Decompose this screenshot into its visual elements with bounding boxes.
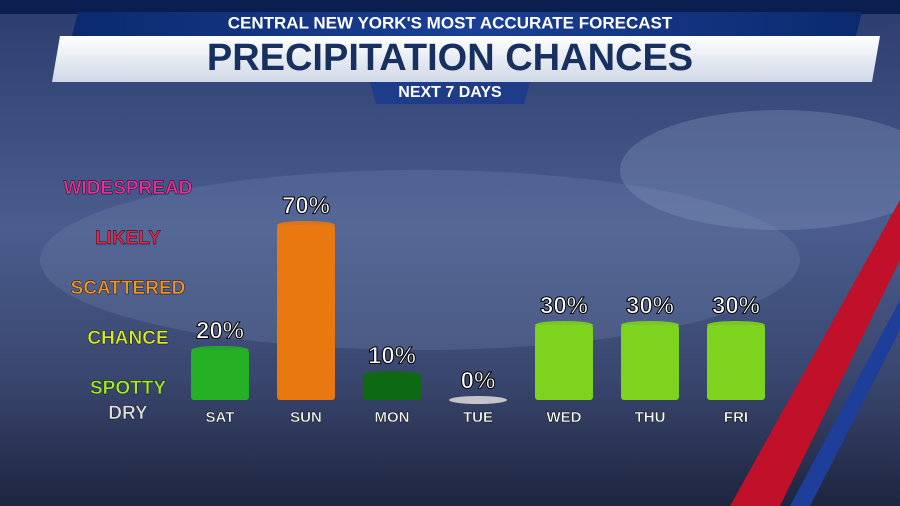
bar <box>191 350 249 400</box>
value-label: 10% <box>368 342 416 369</box>
x-tick-label: SAT <box>206 409 235 426</box>
x-tick-label: SUN <box>290 409 322 426</box>
bar <box>707 325 765 400</box>
cloud <box>620 110 900 230</box>
header: CENTRAL NEW YORK'S MOST ACCURATE FORECAS… <box>228 13 673 32</box>
subtitle: NEXT 7 DAYS <box>398 84 502 101</box>
bar-cap <box>363 371 421 379</box>
x-tick-label: WED <box>547 409 582 426</box>
bar-cap <box>707 321 765 329</box>
x-tick-label: THU <box>635 409 666 426</box>
y-tick-label: SCATTERED <box>71 278 186 299</box>
bar-cap <box>277 221 335 229</box>
bar <box>621 325 679 400</box>
subtitle-tab <box>370 82 530 104</box>
x-tick-label: FRI <box>724 409 748 426</box>
accent-stripe <box>730 200 900 506</box>
value-label: 70% <box>282 192 330 219</box>
top-strip <box>0 0 900 14</box>
value-label: 30% <box>540 292 588 319</box>
bar-cap <box>621 321 679 329</box>
bar-cap <box>449 396 507 404</box>
y-tick-label: CHANCE <box>87 328 168 349</box>
value-label: 30% <box>626 292 674 319</box>
header-bar <box>72 12 862 36</box>
bar-cap <box>191 346 249 354</box>
title-banner <box>52 36 880 82</box>
y-tick-label: DRY <box>108 403 148 424</box>
value-label: 0% <box>461 367 496 394</box>
value-label: 20% <box>196 317 244 344</box>
bar <box>363 375 421 400</box>
value-label: 30% <box>712 292 760 319</box>
accent-stripe <box>790 300 900 506</box>
cloud <box>40 170 800 350</box>
y-tick-label: LIKELY <box>95 228 161 249</box>
y-tick-label: WIDESPREAD <box>64 178 193 199</box>
bar-cap <box>535 321 593 329</box>
bar <box>277 225 335 400</box>
bar <box>535 325 593 400</box>
y-tick-label: SPOTTY <box>90 378 166 399</box>
x-tick-label: TUE <box>463 409 493 426</box>
chart-title: PRECIPITATION CHANCES <box>207 37 693 79</box>
x-tick-label: MON <box>375 409 410 426</box>
